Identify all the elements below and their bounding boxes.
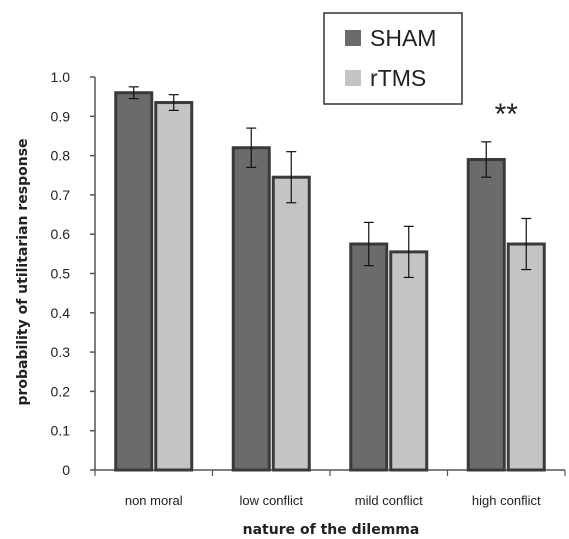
significance-annotation: ** [495, 98, 519, 131]
y-tick-label: 0.2 [51, 383, 71, 399]
y-tick-label: 0 [62, 462, 70, 478]
bar-rtms-0 [154, 101, 194, 472]
x-axis-title: nature of the dilemma [243, 522, 420, 538]
y-tick-label: 0.8 [51, 148, 71, 164]
legend-swatch-sham [345, 30, 361, 46]
y-tick-label: 0.9 [51, 108, 71, 124]
category-label: low conflict [239, 493, 303, 508]
bar-sham-3 [466, 158, 506, 472]
y-axis-title: probability of utilitarian response [15, 138, 31, 405]
category-label: mild conflict [355, 493, 423, 508]
y-axis: 0 0.1 0.2 0.3 0.4 0.5 0.6 0.7 0.8 0.9 1.0 [51, 69, 96, 478]
y-tick-label: 0.6 [51, 226, 71, 242]
annotations: ** [495, 98, 519, 131]
y-tick-label: 0.1 [51, 423, 71, 439]
legend-label-rtms: rTMS [370, 65, 426, 91]
bar-sham-2 [349, 242, 389, 472]
bar-sham-1 [231, 146, 271, 472]
category-label: non moral [125, 493, 183, 508]
bar-sham-0 [114, 91, 154, 472]
category-label: high conflict [472, 493, 541, 508]
legend-box [323, 12, 463, 105]
category-labels: non moral low conflict mild conflict high c… [125, 493, 541, 508]
bar-rtms-1 [271, 175, 311, 472]
legend: SHAM rTMS [323, 12, 463, 105]
legend-swatch-rtms [345, 70, 361, 86]
bar-rtms-2 [389, 250, 429, 472]
y-tick-label: 0.7 [51, 187, 71, 203]
bar-rtms-3 [506, 242, 546, 472]
legend-label-sham: SHAM [370, 25, 436, 51]
y-tick-label: 0.5 [51, 266, 71, 282]
y-tick-label: 1.0 [51, 69, 71, 85]
bars [114, 91, 546, 472]
error-bars [128, 86, 532, 279]
y-tick-label: 0.4 [51, 305, 71, 321]
y-tick-label: 0.3 [51, 344, 71, 360]
